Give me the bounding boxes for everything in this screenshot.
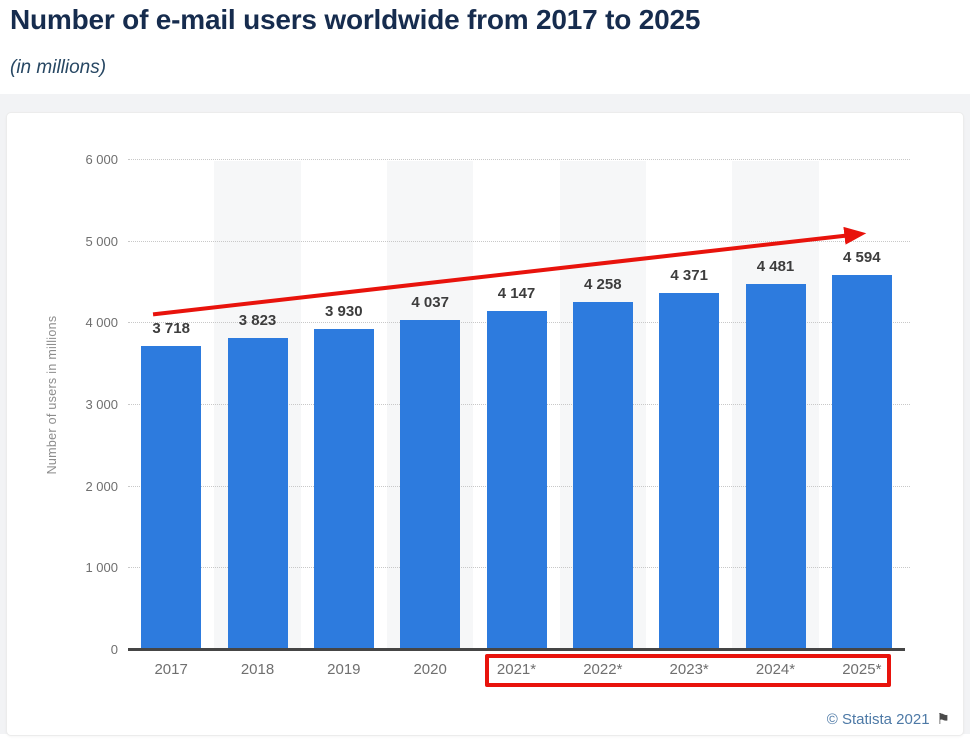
page-subtitle: (in millions): [10, 57, 107, 78]
bar: [486, 311, 547, 650]
bar-value-label: 4 147: [497, 285, 536, 303]
x-axis-category-label: 2019: [327, 661, 361, 678]
x-axis-category-label: 2023*: [669, 661, 709, 678]
bar: [141, 346, 202, 650]
bar-value-label: 3 718: [152, 320, 190, 338]
bar: [227, 337, 288, 650]
bar: [659, 293, 720, 650]
bar: [831, 274, 892, 650]
gridline: [128, 240, 910, 242]
y-axis-tick-label: 3 000: [85, 397, 118, 412]
y-axis-tick-label: 6 000: [85, 152, 118, 167]
flag-icon: ⚑: [936, 710, 950, 728]
y-axis-tick-label: 0: [110, 642, 118, 657]
x-axis-category-label: 2020: [413, 661, 447, 678]
y-axis-tick-label: 1 000: [85, 560, 118, 576]
y-axis-tick-label: 5 000: [85, 233, 118, 249]
bar-value-label: 4 258: [584, 276, 622, 294]
bar: [400, 320, 461, 650]
y-axis-tick-label: 4 000: [85, 315, 118, 331]
x-axis-category-label: 2017: [154, 661, 188, 678]
bar-value-label: 4 481: [756, 258, 795, 276]
bar: [313, 329, 374, 650]
bar-value-label: 3 930: [325, 303, 363, 321]
bar-value-label: 4 371: [670, 267, 708, 285]
forecast-highlight-box: [485, 654, 891, 687]
y-axis-title: Number of users in millions: [45, 315, 59, 475]
x-axis-category-label: 2021*: [496, 661, 537, 678]
x-axis-category-label: 2018: [240, 661, 275, 678]
bar-value-label: 4 594: [843, 248, 881, 266]
bar-value-label: 3 823: [238, 311, 277, 329]
gridline: [128, 159, 910, 160]
x-axis-category-label: 2025*: [842, 661, 882, 678]
y-axis-tick-label: 2 000: [85, 478, 118, 494]
x-axis-category-label: 2022*: [583, 661, 623, 678]
bar-value-label: 4 037: [411, 294, 449, 312]
statista-copyright-link[interactable]: © Statista 2021: [826, 710, 930, 728]
bar: [745, 284, 806, 650]
page-title: Number of e-mail users worldwide from 20…: [10, 4, 701, 35]
footer: © Statista 2021 ⚑: [827, 710, 950, 728]
x-axis-line: [128, 648, 905, 651]
bar: [572, 302, 633, 650]
x-axis-category-label: 2024*: [755, 661, 796, 678]
